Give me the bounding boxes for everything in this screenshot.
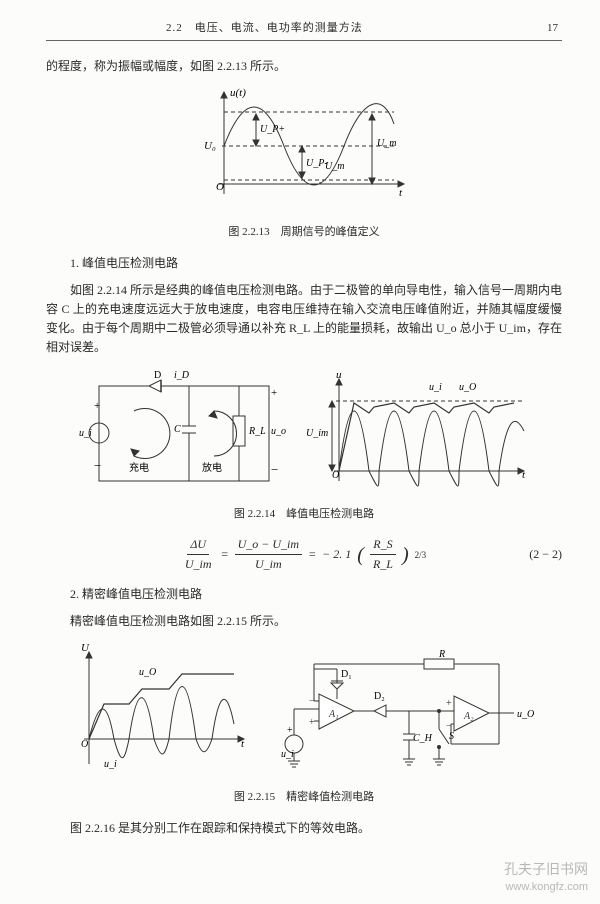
svg-text:+: + (446, 698, 452, 709)
equation-2-2: ΔUU_im = U_o − U_imU_im = − 2. 1 ( R_SR_… (46, 535, 562, 574)
fig15-CH: C_H (413, 733, 433, 744)
fig14-svg: D i_D u_i + − C R_L u_o + − 充电 放电 u t U_… (74, 366, 534, 496)
section2-para: 精密峰值电压检测电路如图 2.2.15 所示。 (46, 612, 562, 631)
svg-text:−: − (271, 462, 278, 477)
svg-text:+: + (287, 725, 293, 736)
svg-text:O: O (216, 181, 224, 193)
section1-head: 1. 峰值电压检测电路 (46, 254, 562, 273)
fig14-RL: R_L (248, 426, 266, 437)
fig15-ui: u_i (104, 759, 117, 770)
header-rule (46, 40, 562, 41)
fig15-caption: 图 2.2.15 精密峰值检测电路 (46, 789, 562, 807)
page-number: 17 (547, 20, 558, 38)
fig15-svg: U t O u_O u_i A₁ − + (69, 639, 539, 779)
fig13-caption: 图 2.2.13 周期信号的峰值定义 (46, 224, 562, 242)
svg-text:A₂: A₂ (463, 711, 474, 722)
figure-2-2-14: D i_D u_i + − C R_L u_o + − 充电 放电 u t U_… (46, 366, 562, 502)
fig15-uO: u_O (139, 667, 156, 678)
fig14-caption: 图 2.2.14 峰值电压检测电路 (46, 506, 562, 524)
fig14-iD: i_D (174, 370, 190, 381)
fig13-U0: U₀ (204, 140, 216, 152)
watermark: 孔夫子旧书网 www.kongfz.com (504, 862, 588, 894)
svg-text:+: + (271, 387, 277, 399)
fig15-R: R (438, 649, 445, 660)
fig14-uI2: u_i (429, 382, 442, 393)
equation-number: (2 − 2) (529, 545, 562, 564)
fig13-ylabel: u(t) (230, 87, 246, 99)
fig14-uO2: u_O (459, 382, 476, 393)
fig14-uo: u_o (271, 426, 286, 437)
fig14-t: t (522, 469, 526, 481)
fig15-U: U (81, 642, 90, 654)
watermark-url: www.kongfz.com (504, 880, 588, 894)
section2-head: 2. 精密峰值电压检测电路 (46, 585, 562, 604)
fig13-svg: u(t) t U₀ O U_P+ U_P- U_m U_m (194, 84, 414, 214)
fig15-ui2: u_i (281, 749, 294, 760)
figure-2-2-13: u(t) t U₀ O U_P+ U_P- U_m U_m (46, 84, 562, 220)
figure-2-2-15: U t O u_O u_i A₁ − + (46, 639, 562, 785)
fig15-D2: D₂ (374, 691, 385, 702)
fig14-discharge: 放电 (202, 461, 222, 474)
fig14-Uim: U_im (306, 428, 328, 439)
fig14-ui: u_i (79, 428, 92, 439)
svg-text:+: + (309, 717, 315, 728)
svg-text:O: O (81, 739, 88, 750)
closing-text: 图 2.2.16 是其分别工作在跟踪和保持模式下的等效电路。 (46, 819, 562, 838)
fig15-D1: D₁ (341, 669, 352, 680)
fig13-Um: U_m (377, 138, 396, 149)
fig13-Upp: U_P+ (260, 124, 285, 135)
svg-text:−: − (94, 458, 101, 473)
header-section: 2.2 电压、电流、电功率的测量方法 (166, 20, 363, 38)
fig14-D: D (154, 370, 161, 381)
fig14-u: u (336, 369, 342, 381)
fig14-charge: 充电 (129, 461, 149, 474)
section1-para: 如图 2.2.14 所示是经典的峰值电压检测电路。由于二极管的单向导电性，输入信… (46, 281, 562, 358)
svg-text:A₁: A₁ (328, 709, 339, 720)
fig13-xlabel: t (399, 187, 403, 199)
svg-text:U_m: U_m (325, 161, 344, 172)
intro-text: 的程度，称为振幅或幅度，如图 2.2.13 所示。 (46, 57, 562, 76)
fig15-S: S (449, 731, 454, 742)
fig14-C: C (174, 424, 181, 435)
page-header: 2.2 电压、电流、电功率的测量方法 17 (46, 20, 562, 38)
watermark-text: 孔夫子旧书网 (504, 862, 588, 880)
fig15-t: t (241, 738, 245, 750)
svg-text:+: + (94, 400, 100, 412)
svg-text:O: O (332, 470, 339, 481)
fig15-uo2: u_O (517, 709, 534, 720)
